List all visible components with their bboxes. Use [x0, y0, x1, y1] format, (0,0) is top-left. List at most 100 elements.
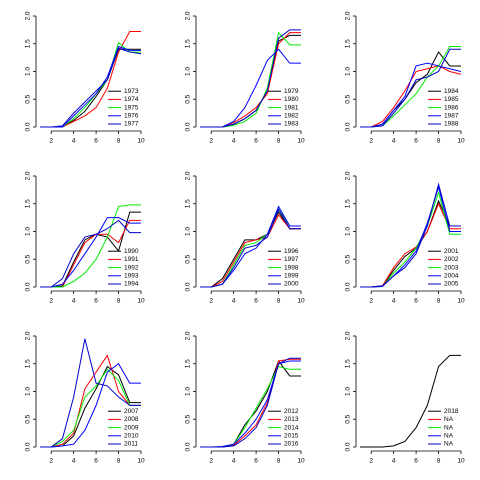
y-tick-label: 0.0 [345, 282, 352, 291]
y-tick-label: 1.0 [185, 227, 192, 236]
legend-label: 2018 [444, 408, 459, 415]
y-tick-label: 0.5 [25, 254, 32, 263]
x-tick-label: 10 [137, 138, 145, 145]
legend-label: 1992 [124, 264, 139, 271]
legend-label: 1985 [444, 96, 459, 103]
y-tick-label: 0.0 [25, 442, 32, 451]
legend-label: 2005 [444, 281, 459, 288]
y-tick-label: 0.5 [25, 94, 32, 103]
x-tick-label: 2 [49, 298, 53, 305]
legend-label: NA [444, 416, 454, 423]
y-tick-label: 1.0 [185, 387, 192, 396]
legend-label: 1984 [444, 88, 459, 95]
legend-label: 1981 [284, 104, 299, 111]
y-tick-label: 0.5 [185, 414, 192, 423]
series-line [360, 354, 461, 448]
series-line [40, 217, 141, 288]
y-tick-label: 1.0 [345, 67, 352, 76]
series-line [200, 208, 301, 288]
y-tick-label: 2.0 [345, 171, 352, 180]
x-tick-label: 6 [414, 138, 418, 145]
series-line [200, 29, 301, 128]
legend-label: NA [444, 433, 454, 440]
legend-label: 2016 [284, 441, 299, 448]
y-tick-label: 2.0 [345, 331, 352, 340]
x-tick-label: 10 [297, 458, 305, 465]
legend-label: 1980 [284, 96, 299, 103]
x-tick-label: 10 [137, 458, 145, 465]
legend-label: 2014 [284, 424, 299, 431]
x-tick-label: 2 [49, 138, 53, 145]
legend-label: 1976 [124, 113, 139, 120]
y-tick-label: 1.5 [185, 199, 192, 208]
series-line [40, 47, 142, 128]
x-tick-label: 8 [117, 138, 121, 145]
legend-label: 2012 [284, 408, 299, 415]
y-tick-label: 2.0 [185, 11, 192, 20]
y-tick-label: 1.0 [345, 387, 352, 396]
x-tick-label: 2 [49, 458, 53, 465]
x-tick-label: 6 [414, 298, 418, 305]
x-tick-label: 2 [209, 138, 213, 145]
series-line [40, 338, 141, 448]
y-tick-label: 2.0 [345, 11, 352, 20]
x-tick-label: 10 [457, 138, 465, 145]
legend-label: 1977 [124, 121, 139, 128]
legend-label: 2004 [444, 273, 459, 280]
x-tick-label: 10 [137, 298, 145, 305]
legend-label: 2003 [444, 264, 459, 271]
x-tick-label: 4 [72, 298, 76, 305]
y-tick-label: 1.5 [185, 39, 192, 48]
x-tick-label: 4 [232, 138, 236, 145]
legend-label: 1986 [444, 104, 459, 111]
y-tick-label: 2.0 [185, 171, 192, 180]
x-tick-label: 4 [72, 458, 76, 465]
y-tick-label: 0.0 [345, 442, 352, 451]
x-tick-label: 6 [254, 298, 258, 305]
legend-label: 1987 [444, 113, 459, 120]
legend-label: 2010 [124, 433, 139, 440]
y-tick-label: 1.5 [345, 199, 352, 208]
series-line [360, 182, 461, 288]
y-tick-label: 1.0 [25, 387, 32, 396]
y-tick-label: 0.5 [185, 254, 192, 263]
x-tick-label: 2 [369, 298, 373, 305]
y-tick-label: 1.5 [345, 39, 352, 48]
x-tick-label: 8 [437, 458, 441, 465]
x-tick-label: 2 [369, 458, 373, 465]
y-tick-label: 0.5 [25, 414, 32, 423]
series-line [360, 62, 462, 128]
x-tick-label: 8 [277, 458, 281, 465]
legend-label: 1979 [284, 88, 299, 95]
series-line [40, 219, 141, 288]
x-tick-label: 10 [297, 138, 305, 145]
legend-label: 2008 [124, 416, 139, 423]
legend-label: 2015 [284, 433, 299, 440]
legend-label: 2009 [124, 424, 139, 431]
series-line [40, 204, 141, 288]
x-tick-label: 2 [209, 298, 213, 305]
y-tick-label: 1.5 [25, 359, 32, 368]
y-tick-label: 0.5 [345, 254, 352, 263]
y-tick-label: 1.0 [345, 227, 352, 236]
legend-label: 1997 [284, 256, 299, 263]
x-tick-label: 4 [232, 298, 236, 305]
y-tick-label: 0.0 [25, 122, 32, 131]
x-tick-label: 10 [297, 298, 305, 305]
legend-label: 2002 [444, 256, 459, 263]
legend-label: 2000 [284, 281, 299, 288]
series-line [40, 368, 141, 448]
y-tick-label: 2.0 [25, 171, 32, 180]
legend-label: NA [444, 424, 454, 431]
y-tick-label: 2.0 [25, 331, 32, 340]
legend-label: 2007 [124, 408, 139, 415]
x-tick-label: 4 [232, 458, 236, 465]
legend-label: 1999 [284, 273, 299, 280]
legend-label: 1983 [284, 121, 299, 128]
